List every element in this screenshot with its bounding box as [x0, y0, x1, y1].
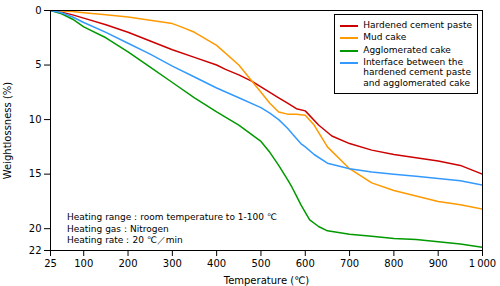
svg-text:25: 25: [44, 258, 57, 269]
html-text:Mud cake: Mud cake: [363, 32, 407, 43]
svg-text:900: 900: [429, 258, 448, 269]
svg-text:100: 100: [74, 258, 93, 269]
svg-text:0: 0: [35, 5, 41, 16]
svg-text:1 000: 1 000: [469, 258, 496, 269]
svg-text:600: 600: [296, 258, 315, 269]
svg-text:700: 700: [340, 258, 359, 269]
svg-text:20: 20: [29, 223, 42, 234]
svg-text:10: 10: [29, 114, 42, 125]
html-text:Agglomerated cake: Agglomerated cake: [363, 44, 451, 55]
html-text:Interface between the hardened: Interface between the hardened cement pa…: [363, 57, 471, 88]
svg-text:300: 300: [163, 258, 182, 269]
html-text:Hardened cement paste: Hardened cement paste: [363, 20, 472, 30]
svg-text:Weightlossness (%): Weightlossness (%): [2, 82, 13, 180]
svg-text:800: 800: [384, 258, 403, 269]
svg-text:15: 15: [29, 168, 42, 179]
svg-text:200: 200: [118, 258, 137, 269]
svg-text:Temperature (℃): Temperature (℃): [223, 275, 310, 286]
svg-text:22: 22: [29, 245, 42, 256]
html-text:Heating range：room temperature: Heating range：room temperature to 1-100 …: [67, 212, 277, 245]
svg-text:500: 500: [251, 258, 270, 269]
svg-text:400: 400: [207, 258, 226, 269]
svg-text:5: 5: [35, 59, 41, 70]
